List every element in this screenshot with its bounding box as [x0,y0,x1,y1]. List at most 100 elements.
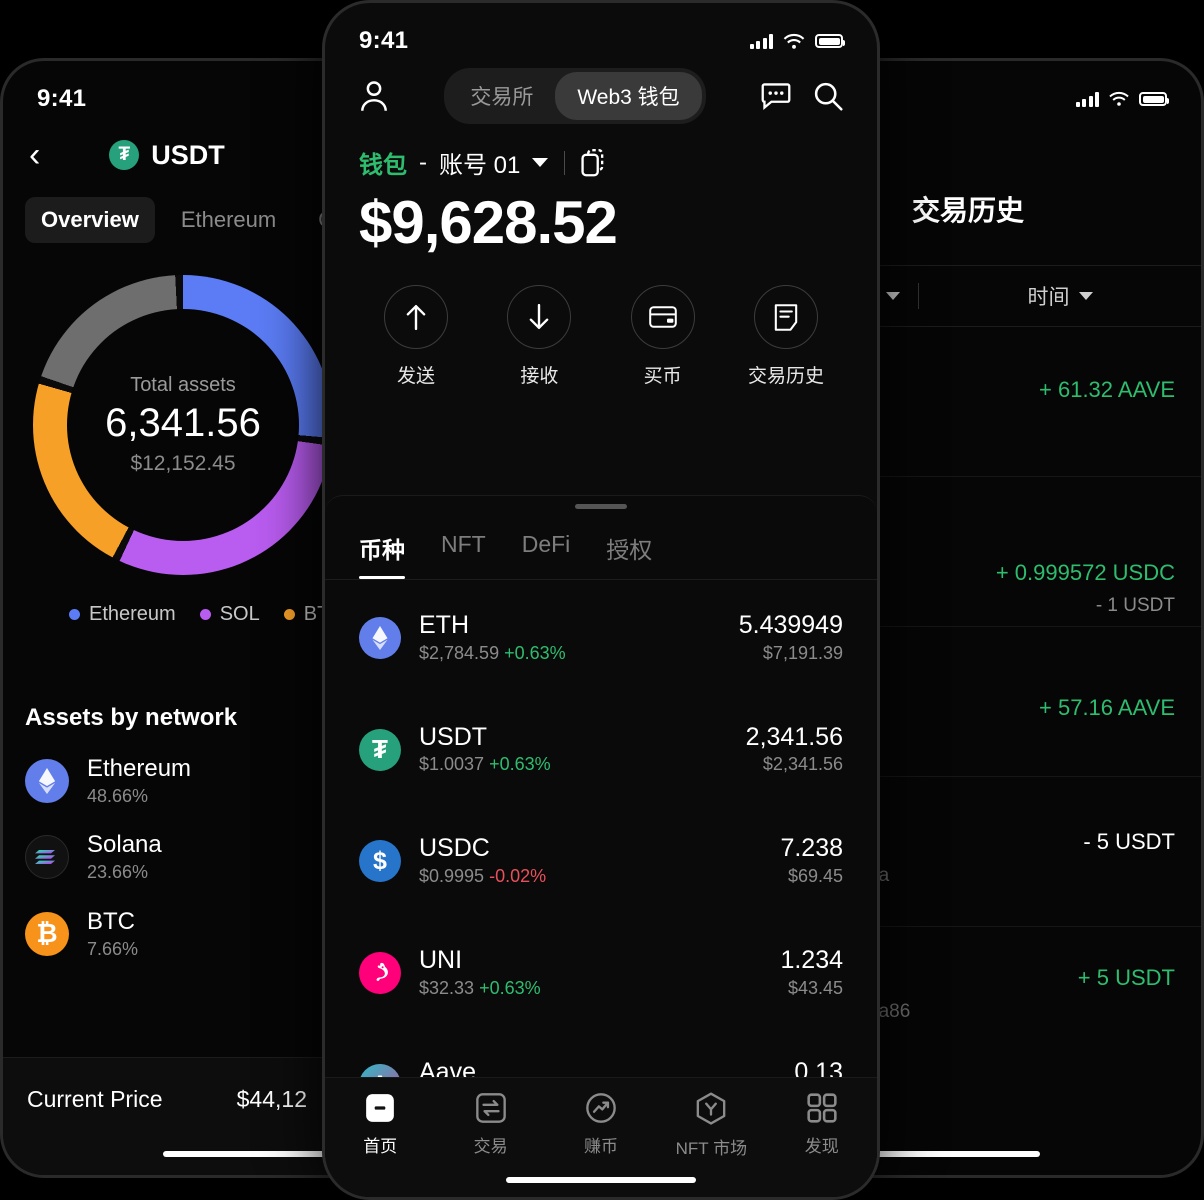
right-phone: 交易历史 时间 + 61.32 AAVE + 0.999572 USDC - 1… [868,58,1204,1178]
segment-web3-wallet[interactable]: Web3 钱包 [555,72,702,120]
asset-tab-bar: 币种 NFT DeFi 授权 [325,509,877,579]
token-change: +0.63% [504,642,566,663]
wallet-selector[interactable]: 钱包 - 账号 01 [325,121,877,180]
wallet-account: 账号 01 [439,152,521,179]
copy-icon[interactable] [581,148,607,177]
bottom-navigation: 首页 交易 赚币 [325,1077,877,1197]
credit-card-icon [630,285,695,349]
nav-earn[interactable]: 赚币 [555,1092,647,1157]
status-time: 9:41 [359,27,409,54]
tx-amount: + 0.999572 USDC [995,560,1175,585]
segment-exchange[interactable]: 交易所 [470,86,534,109]
tab-approve[interactable]: 授权 [606,537,653,563]
grid-icon [807,1093,837,1123]
tab-defi[interactable]: DeFi [521,531,571,557]
action-receive[interactable]: 接收 [496,285,582,388]
action-label: 交易历史 [747,366,824,387]
search-icon[interactable] [813,81,843,111]
token-row-uni[interactable]: UNI $32.33 +0.63% 1.234 $43.45 [325,911,877,1023]
tx-amount: - 5 USDT [1083,829,1175,854]
token-amount: 1.234 [780,946,843,975]
left-status-bar: 9:41 [3,61,331,117]
uniswap-icon [359,951,401,994]
action-buy[interactable]: 买币 [620,285,706,388]
solana-icon [25,835,69,880]
center-phone: 9:41 交易所 Web3 钱包 [322,0,880,1200]
current-price-value: $44,12 [236,1086,307,1112]
legend-dot-icon [199,609,211,620]
token-price: $2,784.59 [419,642,500,663]
nav-label: 发现 [804,1137,839,1156]
token-amount: 5.439949 [738,611,843,639]
token-price: $32.33 [419,977,475,998]
arrow-up-icon [384,285,448,349]
bitcoin-icon: ₿ [25,911,69,956]
token-row-usdt[interactable]: ₮ USDT $1.0037 +0.63% 2,341.56 $2,341.56 [325,688,877,800]
transaction-row[interactable]: + 0.999572 USDC - 1 USDT [868,477,1201,627]
tether-icon: ₮ [359,728,401,771]
donut-legend: Ethereum SOL BTC [3,595,331,626]
left-tab-bar: Overview Ethereum O [3,179,331,243]
sheet-grabber[interactable] [575,504,627,509]
right-status-bar [868,61,1201,117]
home-indicator [163,1151,331,1157]
token-row-usdc[interactable]: $ USDC $0.9995 -0.02% 7.238 $69.45 [325,799,877,911]
token-fiat: $43.45 [787,977,843,998]
document-icon [753,285,818,349]
tab-ethereum[interactable]: Ethereum [180,207,277,232]
network-row-btc[interactable]: ₿ BTC 7.66% [3,885,331,961]
right-page-title: 交易历史 [912,195,1025,226]
donut-center-label: Total assets [130,374,236,396]
action-history[interactable]: 交易历史 [743,285,829,388]
donut-center-fiat: $12,152.45 [130,452,236,475]
current-price-bar: Current Price $44,12 [3,1057,331,1175]
left-phone: 9:41 ‹ ₮ USDT Overview Ethereum O Total … [0,58,331,1178]
network-percent: 7.66% [87,938,139,959]
tab-coins[interactable]: 币种 [359,531,405,579]
token-symbol: USDC [419,834,490,863]
status-time: 9:41 [37,85,87,112]
wallet-balance: $9,628.52 [359,189,618,256]
transaction-row[interactable]: + 57.16 AAVE [868,627,1201,777]
wallet-separator: - [419,148,427,176]
nav-label: 交易 [473,1137,508,1156]
token-row-eth[interactable]: ETH $2,784.59 +0.63% 5.439949 $7,191.39 [325,580,877,688]
tx-amount: + 57.16 AAVE [1039,695,1175,720]
token-price: $0.9995 [419,865,485,886]
legend-dot-icon [69,609,80,620]
chat-bubble-icon[interactable] [761,82,791,110]
transaction-row[interactable]: + 61.32 AAVE [868,327,1201,477]
token-amount: 7.238 [780,834,843,863]
tether-icon: ₮ [109,140,140,170]
cellular-signal-icon [749,33,773,49]
tab-overview[interactable]: Overview [25,197,155,243]
assets-donut-chart: Total assets 6,341.56 $12,152.45 [3,265,331,595]
nav-home[interactable]: 首页 [334,1092,426,1157]
transaction-row[interactable]: - 5 USDT 0a [868,777,1201,927]
tx-subamount: - 1 USDT [1095,595,1175,616]
quick-actions: 发送 接收 买币 交易历史 [325,257,877,388]
divider [564,150,566,175]
network-row-ethereum[interactable]: Ethereum 48.66% [3,732,331,808]
legend-item-ethereum: Ethereum [69,603,176,626]
person-icon[interactable] [359,80,389,112]
filter-time[interactable]: 时间 [919,281,1201,311]
token-change: -0.02% [489,865,547,886]
transaction-row[interactable]: + 5 USDT ba86 [868,927,1201,1077]
network-percent: 48.66% [87,786,149,806]
nav-discover[interactable]: 发现 [776,1092,868,1157]
chevron-down-icon[interactable] [532,158,549,167]
nav-trade[interactable]: 交易 [445,1092,537,1157]
filter-caret-icon[interactable] [868,292,918,300]
legend-dot-icon [283,609,295,620]
token-symbol: UNI [419,946,463,975]
exchange-icon [475,1093,506,1123]
nav-label: NFT 市场 [675,1139,748,1158]
action-send[interactable]: 发送 [373,285,459,388]
left-page-title: ₮ USDT [3,140,331,171]
tab-nft[interactable]: NFT [441,531,486,557]
network-row-solana[interactable]: Solana 23.66% [3,808,331,884]
home-indicator [868,1151,1040,1157]
chevron-left-icon[interactable]: ‹ [29,136,41,174]
nav-nft-market[interactable]: NFT 市场 [665,1092,757,1159]
